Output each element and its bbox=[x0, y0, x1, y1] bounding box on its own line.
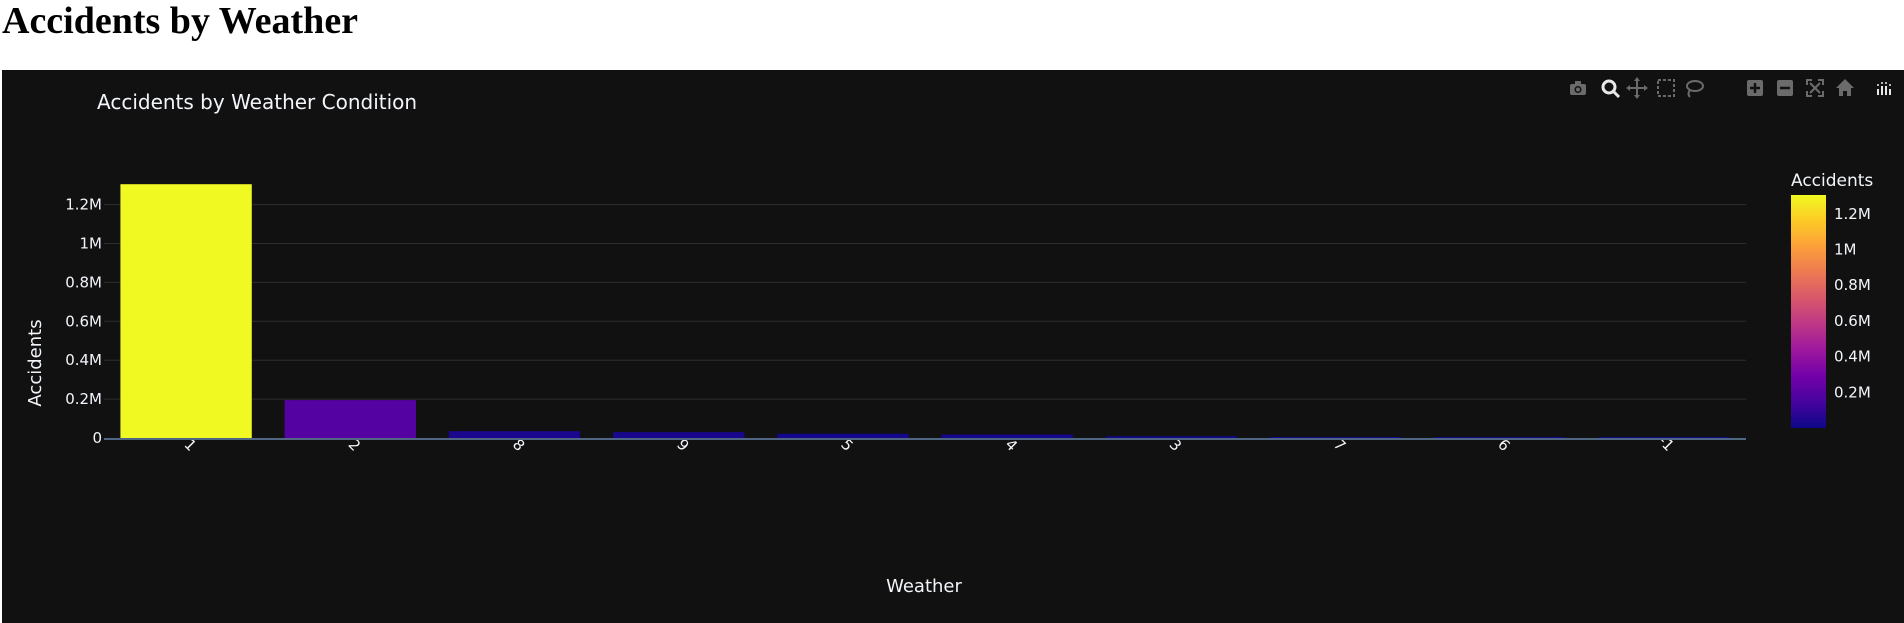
bar-weather-6[interactable] bbox=[1434, 437, 1566, 438]
reset-axes-icon[interactable] bbox=[1834, 76, 1856, 100]
autoscale-icon[interactable] bbox=[1804, 76, 1826, 100]
y-tick-label: 0.8M bbox=[65, 273, 102, 291]
colorbar-tick-label: 0.8M bbox=[1834, 276, 1871, 294]
plotly-logo-icon[interactable] bbox=[1872, 76, 1894, 100]
chart-panel: 0 0.2M 0.4M 0.6M 0.8M 1M 1.2M 1 2 8 9 5 4 3 7 6 -1 Accid… bbox=[2, 70, 1904, 623]
x-tick-label: -1 bbox=[1654, 432, 1677, 455]
zoom-in-icon[interactable] bbox=[1744, 76, 1766, 100]
chart-title: Accidents by Weather Condition bbox=[97, 90, 417, 114]
y-tick-label: 1.2M bbox=[65, 196, 102, 214]
y-tick-label: 0.2M bbox=[65, 390, 102, 408]
y-tick-label: 0.6M bbox=[65, 312, 102, 330]
x-axis-title: Weather bbox=[886, 576, 962, 597]
colorbar-tick-label: 0.6M bbox=[1834, 312, 1871, 330]
page-title: Accidents by Weather bbox=[2, 0, 359, 42]
bar-weather-7[interactable] bbox=[1269, 437, 1402, 438]
lasso-select-icon[interactable] bbox=[1683, 76, 1705, 100]
bar-weather-3[interactable] bbox=[1105, 436, 1237, 438]
y-axis-title: Accidents bbox=[25, 319, 46, 406]
y-tick-label: 1M bbox=[80, 235, 103, 253]
colorbar-gradient bbox=[1791, 195, 1826, 428]
bar-weather-8[interactable] bbox=[448, 431, 581, 438]
colorbar-tick-label: 1M bbox=[1834, 240, 1857, 258]
colorbar-tick-label: 0.2M bbox=[1834, 383, 1871, 401]
bar-weather-9[interactable] bbox=[613, 432, 745, 438]
modebar bbox=[2, 76, 1904, 100]
y-tick-label: 0.4M bbox=[65, 351, 102, 369]
colorbar-title: Accidents bbox=[1791, 171, 1873, 191]
y-tick-label: 0 bbox=[92, 429, 102, 447]
colorbar-tick-label: 1.2M bbox=[1834, 205, 1871, 223]
box-select-icon[interactable] bbox=[1655, 76, 1677, 100]
bar-weather-1[interactable] bbox=[120, 184, 252, 438]
bar-weather--1[interactable] bbox=[1598, 437, 1730, 438]
zoom-icon[interactable] bbox=[1600, 76, 1622, 100]
bar-weather-4[interactable] bbox=[941, 434, 1073, 438]
colorbar-tick-label: 0.4M bbox=[1834, 348, 1871, 366]
bar-weather-5[interactable] bbox=[777, 433, 909, 438]
camera-icon[interactable] bbox=[1567, 76, 1589, 100]
pan-icon[interactable] bbox=[1626, 76, 1648, 100]
bar-weather-2[interactable] bbox=[284, 400, 416, 438]
zoom-out-icon[interactable] bbox=[1774, 76, 1796, 100]
